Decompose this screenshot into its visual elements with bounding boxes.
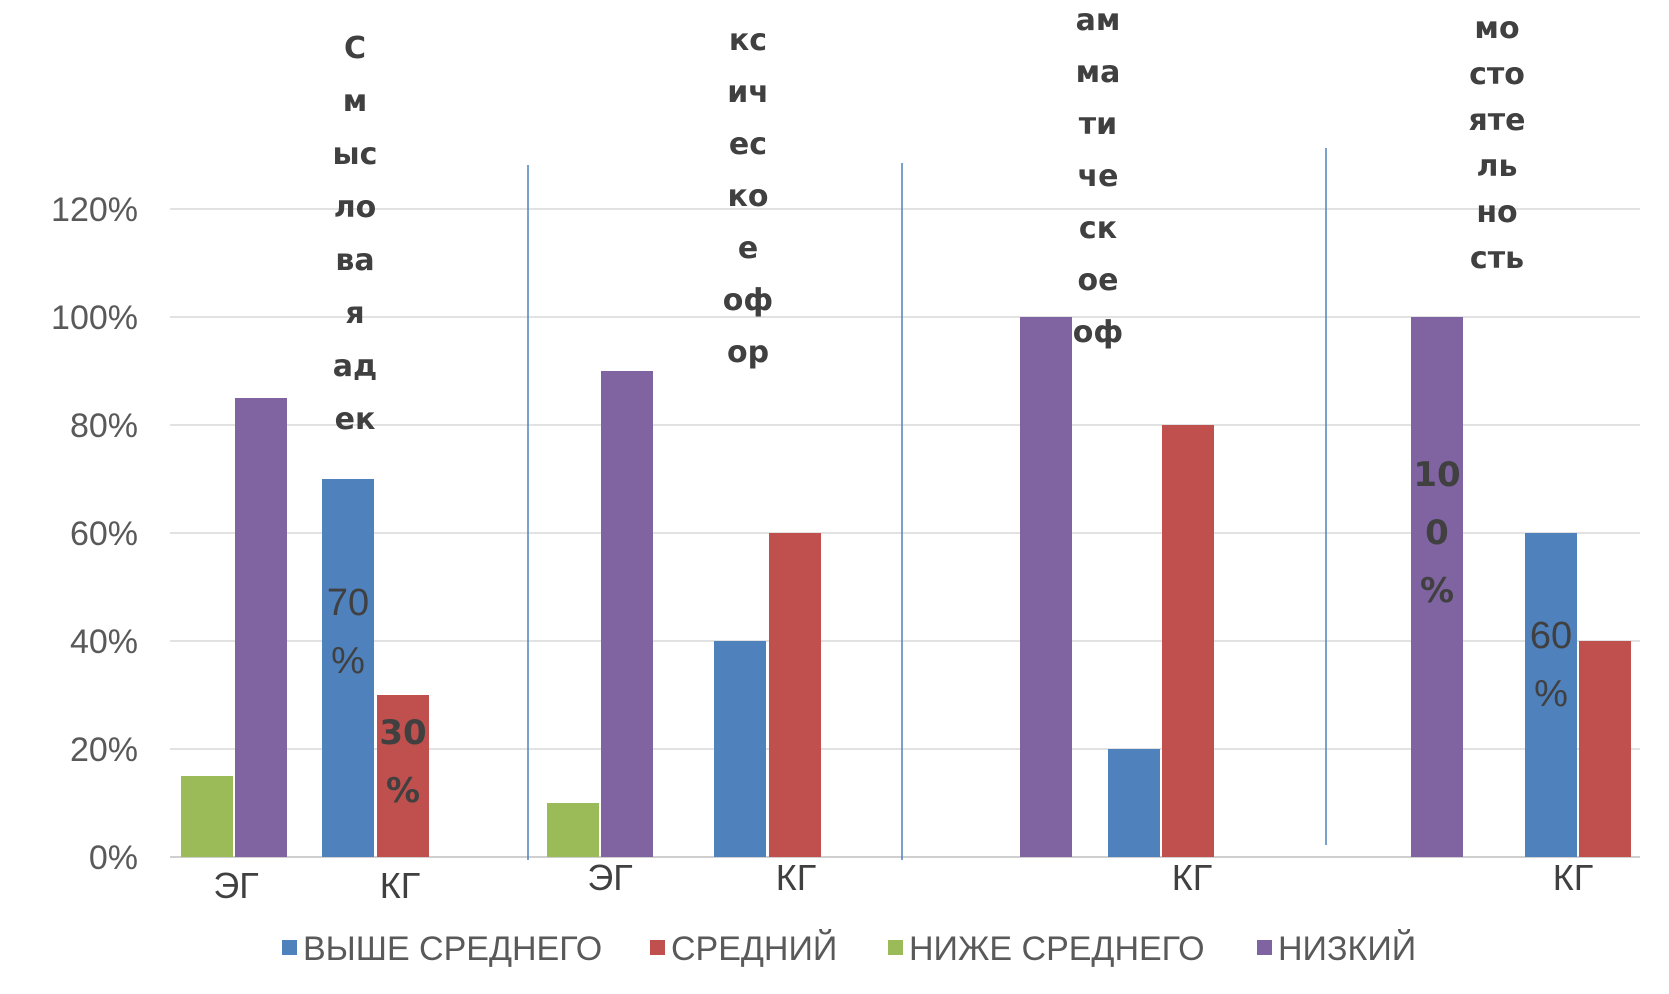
- legend-entry: СРЕДНИЙ: [671, 930, 837, 968]
- data-label: 30%: [379, 713, 426, 811]
- x-category-label: КГ: [1172, 857, 1212, 898]
- legend-entry: ВЫШЕ СРЕДНЕГО: [303, 930, 602, 968]
- bar-ниже-среднего: [547, 803, 599, 857]
- x-category-label: КГ: [776, 857, 816, 898]
- axis-labels: 0% 20% 40% 60% 80% 100% 120% ЭГ КГ ЭГ КГ КГ КГ: [51, 191, 1593, 906]
- bar-выше-среднего: [714, 641, 766, 857]
- bar-ниже-среднего: [181, 776, 233, 857]
- y-tick-label: 80%: [70, 407, 138, 445]
- legend-entry: НИЖЕ СРЕДНЕГО: [909, 930, 1205, 968]
- bar-средний: [1579, 641, 1631, 857]
- bar-средний: [769, 533, 821, 857]
- x-category-label: КГ: [1553, 857, 1593, 898]
- y-tick-label: 100%: [51, 299, 138, 337]
- legend-swatch: [1257, 940, 1272, 955]
- legend-swatch: [282, 940, 297, 955]
- panel-title: кс ич ес ко е оф ор: [723, 23, 773, 370]
- bar-низкий: [235, 398, 287, 857]
- panel-dividers: [527, 148, 1327, 860]
- y-tick-label: 60%: [70, 515, 138, 553]
- bar-средний: [377, 695, 429, 857]
- bar-низкий: [1411, 317, 1463, 857]
- panel-title: мо сто яте ль но сть: [1469, 11, 1526, 276]
- bar-низкий: [1020, 317, 1072, 857]
- bar-выше-среднего: [1108, 749, 1160, 857]
- legend-swatch: [888, 940, 903, 955]
- panel-title: ам ма ти че ск ое оф: [1073, 3, 1123, 350]
- legend: ВЫШЕ СРЕДНЕГО СРЕДНИЙ НИЖЕ СРЕДНЕГО НИЗКИЙ: [282, 930, 1416, 968]
- bar-выше-среднего: [1525, 533, 1577, 857]
- y-tick-label: 0%: [89, 839, 138, 877]
- bar-выше-среднего: [322, 479, 374, 857]
- data-label: 10 0%: [1413, 455, 1460, 611]
- x-category-label: КГ: [380, 865, 420, 906]
- legend-swatch: [650, 940, 665, 955]
- data-label: 70%: [327, 582, 369, 682]
- y-tick-label: 20%: [70, 731, 138, 769]
- bar-средний: [1162, 425, 1214, 857]
- legend-entry: НИЗКИЙ: [1278, 930, 1416, 968]
- data-labels: 70 %30 % 10 0 % 60%: [327, 455, 1572, 811]
- x-category-label: ЭГ: [587, 857, 632, 898]
- y-tick-label: 40%: [70, 623, 138, 661]
- y-tick-label: 120%: [51, 191, 138, 229]
- bars: [181, 317, 1631, 857]
- x-category-label: ЭГ: [213, 865, 258, 906]
- data-label: 60%: [1530, 615, 1572, 715]
- bar-низкий: [601, 371, 653, 857]
